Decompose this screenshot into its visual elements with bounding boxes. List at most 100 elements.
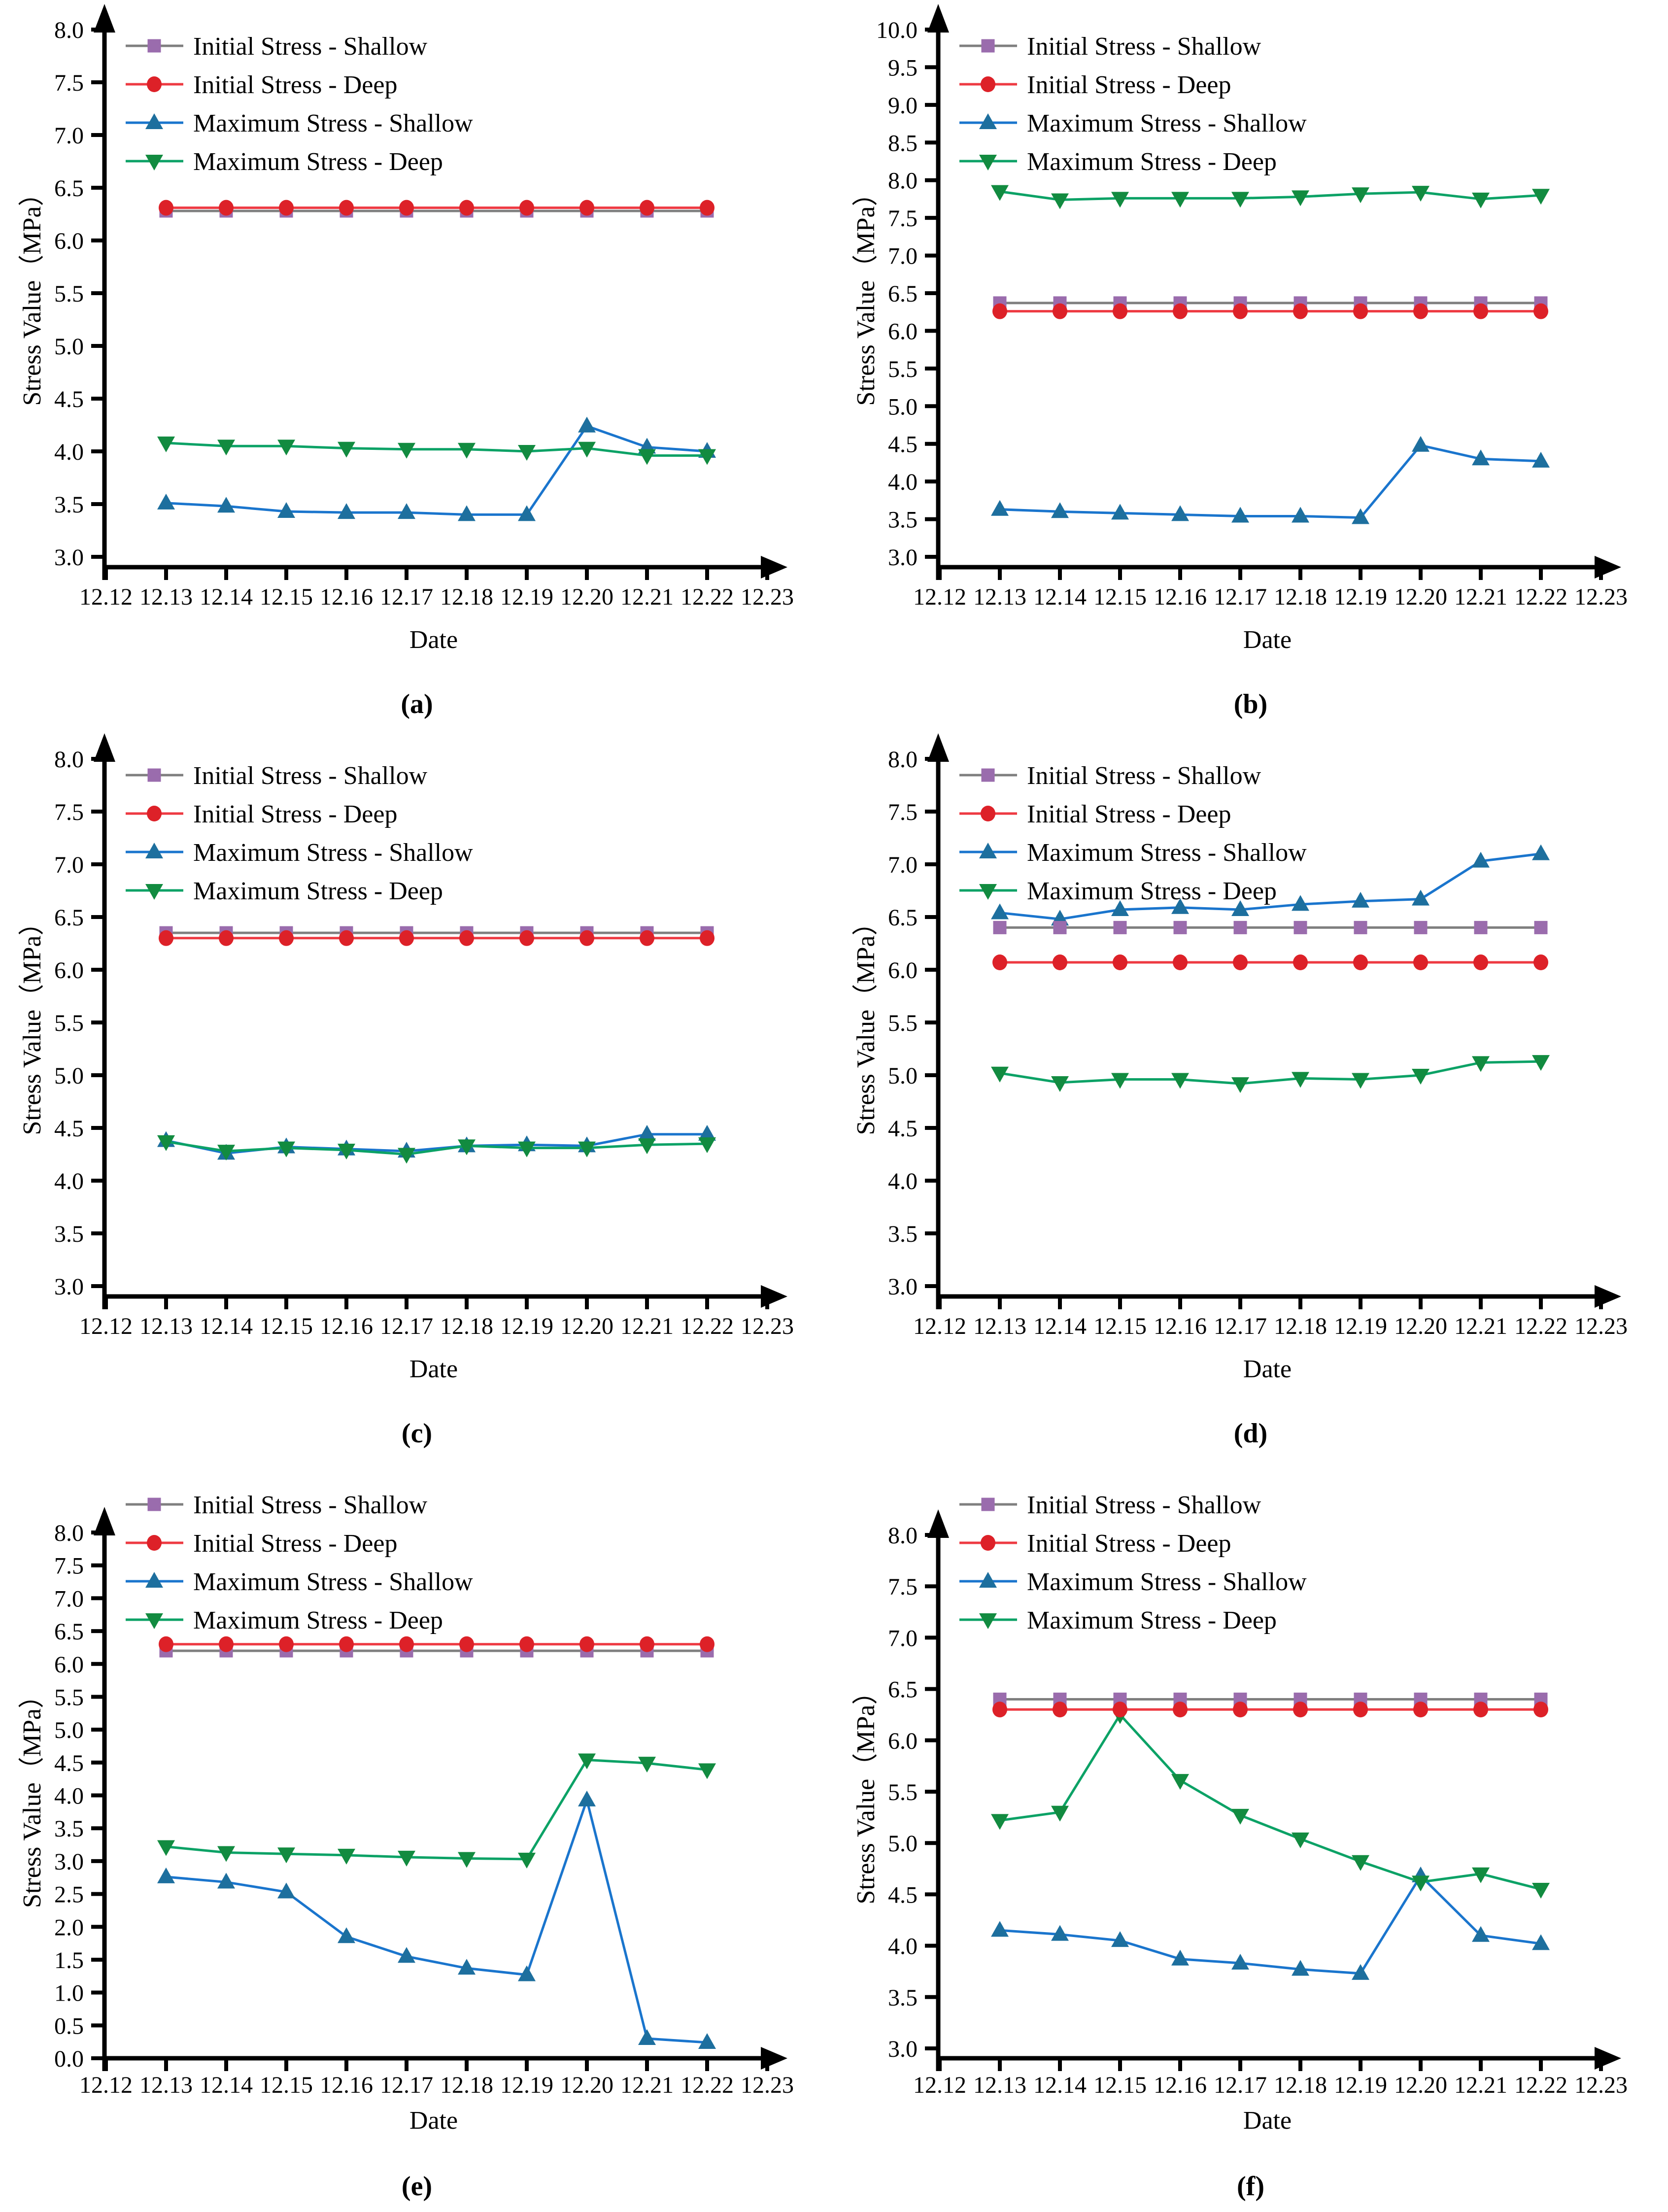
data-point-marker — [1353, 1702, 1368, 1718]
legend-label: Initial Stress - Deep — [1027, 1530, 1231, 1558]
data-point-marker — [219, 200, 234, 216]
legend-label: Maximum Stress - Shallow — [193, 109, 473, 137]
y-tick-label: 7.5 — [54, 1553, 84, 1579]
x-tick-label: 12.19 — [1334, 1313, 1387, 1339]
x-tick-label: 12.20 — [560, 584, 613, 610]
data-point-marker — [1231, 1954, 1249, 1970]
data-point-marker — [217, 440, 235, 456]
data-point-marker — [1051, 193, 1069, 209]
data-point-marker — [1473, 954, 1488, 971]
chart-e: 0.0 0.5 1.0 1.5 2.0 2.5 3.0 3.5 4.0 4.5 5.0 5.5 6.0 6… — [0, 1459, 834, 2212]
y-axis-arrow-icon — [927, 733, 949, 762]
x-tick-label: 12.16 — [1154, 584, 1207, 610]
data-point-marker — [1113, 303, 1127, 319]
data-point-marker — [519, 1636, 534, 1652]
series-initial-stress-shallow — [993, 920, 1548, 934]
y-tick-label: 4.0 — [888, 1168, 918, 1194]
y-tick-label: 5.5 — [888, 356, 918, 382]
x-tick-label: 12.12 — [79, 584, 133, 610]
data-point-marker — [219, 930, 234, 946]
y-tick-label: 6.0 — [54, 957, 84, 984]
data-point-marker — [578, 416, 596, 433]
legend-marker-icon — [147, 76, 162, 92]
legend-item: Initial Stress - Shallow — [959, 33, 1261, 61]
data-point-marker — [1111, 192, 1129, 208]
x-axis-arrow-icon — [1595, 556, 1621, 579]
y-tick-label: 3.0 — [888, 1274, 918, 1300]
y-tick-label: 6.0 — [888, 957, 918, 984]
legend-item: Maximum Stress - Shallow — [959, 839, 1307, 867]
legend-label: Initial Stress - Deep — [1027, 800, 1231, 828]
x-tick-label: 12.21 — [1454, 1313, 1507, 1339]
legend-item: Maximum Stress - Deep — [126, 148, 443, 176]
chart-caption: (b) — [1234, 689, 1267, 719]
data-point-marker — [1113, 1702, 1127, 1718]
data-point-marker — [579, 1636, 594, 1652]
legend-marker-icon — [145, 843, 163, 858]
data-point-marker — [399, 1636, 414, 1652]
data-point-marker — [219, 1636, 234, 1652]
data-point-marker — [157, 436, 175, 452]
chart-caption: (a) — [401, 689, 433, 719]
y-tick-label: 6.5 — [54, 905, 84, 931]
data-point-marker — [1412, 889, 1430, 906]
x-tick-label: 12.22 — [681, 584, 734, 610]
y-tick-label: 6.5 — [888, 905, 918, 931]
data-point-marker — [159, 200, 173, 216]
x-axis-arrow-icon — [1595, 1285, 1621, 1308]
axes — [927, 4, 1621, 580]
y-tick-label: 6.0 — [888, 1728, 918, 1754]
x-tick-label: 12.18 — [440, 1313, 493, 1339]
y-tick-label: 1.5 — [54, 1947, 84, 1974]
data-point-marker — [1233, 920, 1247, 934]
series-line-maximum-stress-deep — [999, 1712, 1541, 1891]
data-point-marker — [991, 500, 1009, 516]
y-tick-label: 7.0 — [888, 243, 918, 270]
data-point-marker — [1532, 189, 1550, 205]
data-point-marker — [159, 1636, 173, 1652]
x-tick-label: 12.19 — [500, 1313, 553, 1339]
series-line-maximum-stress-shallow — [999, 443, 1541, 519]
legend: Initial Stress - Shallow Initial Stress -… — [126, 1491, 473, 1634]
series-maximum-stress-deep — [157, 436, 716, 465]
x-tick-label: 12.12 — [79, 1313, 133, 1339]
y-tick-label: 6.5 — [54, 175, 84, 202]
data-point-marker — [1532, 1934, 1550, 1950]
x-tick-label: 12.22 — [1514, 1313, 1567, 1339]
data-point-marker — [1472, 1926, 1490, 1942]
data-point-marker — [579, 200, 594, 216]
x-tick-label: 12.13 — [139, 2072, 193, 2098]
x-tick-label: 12.16 — [320, 2072, 373, 2098]
y-tick-label: 3.5 — [54, 492, 84, 518]
y-tick-label: 3.0 — [888, 2036, 918, 2062]
x-tick-label: 12.16 — [320, 584, 373, 610]
x-tick-label: 12.23 — [1574, 1313, 1628, 1339]
chart-f-svg: 3.03.54.04.55.05.56.06.57.07.58.012.12 12… — [852, 1491, 1628, 2202]
data-point-marker — [1353, 303, 1368, 319]
legend-label: Initial Stress - Deep — [193, 800, 397, 828]
series-line-maximum-stress-deep — [166, 442, 707, 457]
x-tick-label: 12.13 — [139, 1313, 193, 1339]
series-line-maximum-stress-shallow — [999, 852, 1541, 920]
data-point-marker — [518, 1965, 536, 1981]
series-initial-stress-deep — [992, 954, 1548, 971]
x-axis-ticks: 12.12 12.13 12.14 12.15 12.16 12.17 12.18 12.19… — [79, 1296, 794, 1339]
y-tick-label: 4.5 — [54, 386, 84, 412]
data-point-marker — [339, 930, 354, 946]
legend-marker-icon — [979, 155, 997, 170]
data-point-marker — [638, 449, 656, 465]
data-point-marker — [1352, 891, 1369, 908]
x-axis-title: Date — [409, 1355, 458, 1383]
y-tick-label: 8.0 — [54, 1520, 84, 1546]
data-point-marker — [991, 185, 1009, 201]
data-point-marker — [1532, 1055, 1550, 1071]
y-tick-label: 9.0 — [888, 93, 918, 119]
x-tick-label: 12.23 — [741, 1313, 794, 1339]
data-point-marker — [157, 493, 175, 510]
data-point-marker — [1053, 920, 1067, 934]
data-point-marker — [1111, 900, 1129, 917]
data-point-marker — [700, 930, 715, 946]
x-axis-ticks: 12.12 12.13 12.14 12.15 12.16 12.17 12.18 12.19… — [79, 2058, 794, 2098]
data-point-marker — [640, 200, 654, 216]
data-point-marker — [1413, 1702, 1428, 1718]
